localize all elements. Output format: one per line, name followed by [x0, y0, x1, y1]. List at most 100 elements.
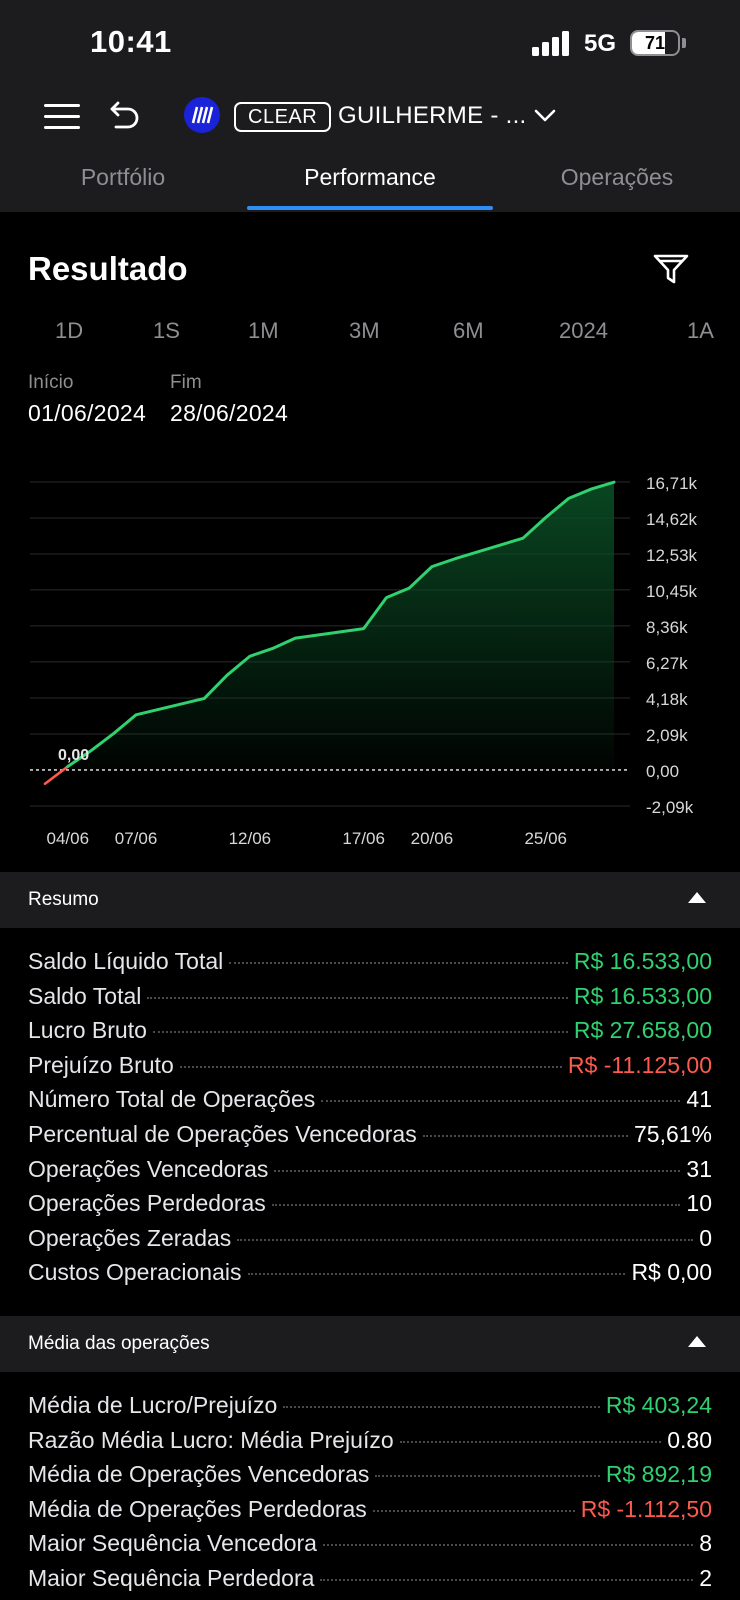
summary-row-label: Percentual de Operações Vencedoras — [28, 1120, 417, 1147]
signal-icon — [532, 30, 572, 56]
summary-row: Média de Operações Perdedoras R$ -1.112,5… — [28, 1496, 712, 1531]
summary-row-label: Saldo Líquido Total — [28, 948, 224, 974]
summary-row-label: Média de Operações Vencedoras — [28, 1461, 370, 1488]
summary-row: Maior Sequência Perdedora 2 — [28, 1565, 712, 1600]
summary-row-label: Saldo Total — [28, 982, 142, 1009]
period-1a[interactable]: 1A — [687, 318, 714, 343]
tab-performance[interactable]: Performance — [304, 164, 436, 190]
end-date[interactable]: Fim 28/06/2024 — [170, 372, 288, 427]
tab-portfolio[interactable]: Portfólio — [80, 164, 166, 190]
summary-row: Operações Perdedoras 10 — [28, 1190, 712, 1225]
y-tick-label: -2,09k — [646, 798, 694, 817]
summary-row-label: Operações Perdedoras — [28, 1190, 266, 1217]
dotted-leader — [229, 962, 568, 964]
status-time: 10:41 — [90, 24, 172, 59]
summary-row-label: Média de Operações Perdedoras — [28, 1495, 367, 1522]
x-tick-label: 25/06 — [524, 829, 567, 848]
resumo-list: Saldo Líquido Total R$ 16.533,00 Saldo Tot… — [28, 948, 712, 1294]
network-type: 5G — [584, 30, 617, 57]
summary-row-value: R$ 27.658,00 — [573, 1017, 712, 1044]
summary-row-value: 41 — [686, 1086, 712, 1113]
status-bar: 10:41 5G 71 — [0, 0, 740, 88]
period-1s[interactable]: 1S — [153, 318, 180, 343]
summary-row: Operações Zeradas 0 — [28, 1225, 712, 1260]
period-1m[interactable]: 1M — [248, 318, 279, 343]
summary-row: Média de Lucro/Prejuízo R$ 403,24 — [28, 1392, 712, 1427]
summary-row: Razão Média Lucro: Média Prejuízo 0.80 — [28, 1427, 712, 1462]
y-tick-label: 16,71k — [646, 474, 698, 493]
media-title: Média das operações — [28, 1333, 210, 1354]
series-line-negative — [43, 765, 70, 786]
y-tick-label: 6,27k — [646, 654, 688, 673]
y-tick-label: 12,53k — [646, 546, 698, 565]
summary-row: Lucro Bruto R$ 27.658,00 — [28, 1017, 712, 1052]
result-chart[interactable]: 16,71k 14,62k 12,53k 10,45k 8,36k 6,27k 4,18k 2… — [0, 460, 740, 860]
dotted-leader — [399, 1440, 662, 1443]
summary-row-label: Maior Sequência Vencedora — [28, 1530, 317, 1557]
tab-operacoes[interactable]: Operações — [560, 164, 674, 190]
section-title: Resultado — [28, 250, 188, 287]
summary-row-value: 8 — [699, 1530, 712, 1557]
dotted-leader — [179, 1065, 562, 1068]
summary-row-value: R$ 0,00 — [631, 1259, 712, 1286]
start-date-label: Início — [28, 372, 74, 393]
media-header[interactable]: Média das operações — [0, 1316, 740, 1372]
resumo-title: Resumo — [28, 889, 99, 910]
y-tick-label: 10,45k — [646, 582, 698, 601]
app-header: CLEAR GUILHERME - ... — [0, 88, 740, 148]
dotted-leader — [237, 1238, 694, 1241]
dotted-leader — [320, 1578, 694, 1581]
broker-badge: CLEAR — [234, 102, 332, 132]
zero-label: 0,00 — [58, 747, 89, 764]
period-3m[interactable]: 3M — [349, 318, 380, 343]
summary-row-value: 2 — [699, 1564, 712, 1591]
undo-back-icon[interactable] — [108, 98, 142, 132]
dotted-leader — [247, 1273, 626, 1276]
summary-row-value: 0 — [699, 1224, 712, 1251]
period-6m[interactable]: 6M — [453, 318, 484, 343]
battery-percent: 71 — [644, 33, 666, 53]
summary-row-value: 75,61% — [633, 1120, 712, 1147]
collapse-caret-icon[interactable] — [688, 892, 706, 903]
x-tick-label: 17/06 — [342, 829, 385, 848]
chevron-down-icon[interactable] — [532, 102, 558, 128]
collapse-caret-icon[interactable] — [688, 1336, 706, 1347]
summary-row-label: Número Total de Operações — [28, 1086, 316, 1113]
dotted-leader — [283, 1406, 600, 1408]
period-1d[interactable]: 1D — [55, 318, 84, 343]
dotted-leader — [322, 1544, 694, 1547]
resumo-header[interactable]: Resumo — [0, 872, 740, 928]
period-selector: 1D 1S 1M 3M 6M 2024 1A — [0, 318, 740, 352]
x-tick-label: 07/06 — [115, 829, 158, 848]
dotted-leader — [422, 1134, 628, 1137]
summary-row: Número Total de Operações 41 — [28, 1086, 712, 1121]
account-name[interactable]: GUILHERME - ... — [338, 102, 527, 129]
period-2024[interactable]: 2024 — [559, 318, 608, 343]
summary-row-value: R$ 403,24 — [605, 1392, 712, 1418]
summary-row-value: 0.80 — [667, 1426, 712, 1453]
summary-row: Percentual de Operações Vencedoras 75,61% — [28, 1121, 712, 1156]
filter-icon[interactable] — [652, 252, 690, 288]
top-bar: 10:41 5G 71 CLEAR GUILHERME - ... — [0, 0, 740, 212]
y-tick-label: 14,62k — [646, 510, 698, 529]
summary-row: Custos Operacionais R$ 0,00 — [28, 1259, 712, 1294]
summary-row-label: Média de Lucro/Prejuízo — [28, 1392, 278, 1418]
y-tick-label: 2,09k — [646, 726, 688, 745]
start-date[interactable]: Início 01/06/2024 — [28, 372, 146, 427]
summary-row-label: Maior Sequência Perdedora — [28, 1564, 315, 1591]
start-date-value: 01/06/2024 — [28, 400, 147, 426]
menu-button[interactable] — [44, 102, 80, 130]
summary-row-value: R$ 16.533,00 — [573, 982, 712, 1009]
dotted-leader — [321, 1100, 681, 1103]
summary-row-value: R$ -11.125,00 — [567, 1051, 712, 1078]
summary-row-value: R$ -1.112,50 — [580, 1495, 712, 1522]
summary-row-value: 10 — [686, 1190, 712, 1217]
summary-row-label: Operações Zeradas — [28, 1224, 232, 1251]
end-date-value: 28/06/2024 — [170, 400, 289, 426]
summary-row-label: Operações Vencedoras — [28, 1155, 269, 1182]
dotted-leader — [274, 1169, 681, 1172]
y-tick-label: 4,18k — [646, 690, 688, 709]
y-tick-label: 0,00 — [646, 762, 679, 781]
battery-fill — [632, 32, 665, 54]
summary-row: Saldo Total R$ 16.533,00 — [28, 983, 712, 1018]
